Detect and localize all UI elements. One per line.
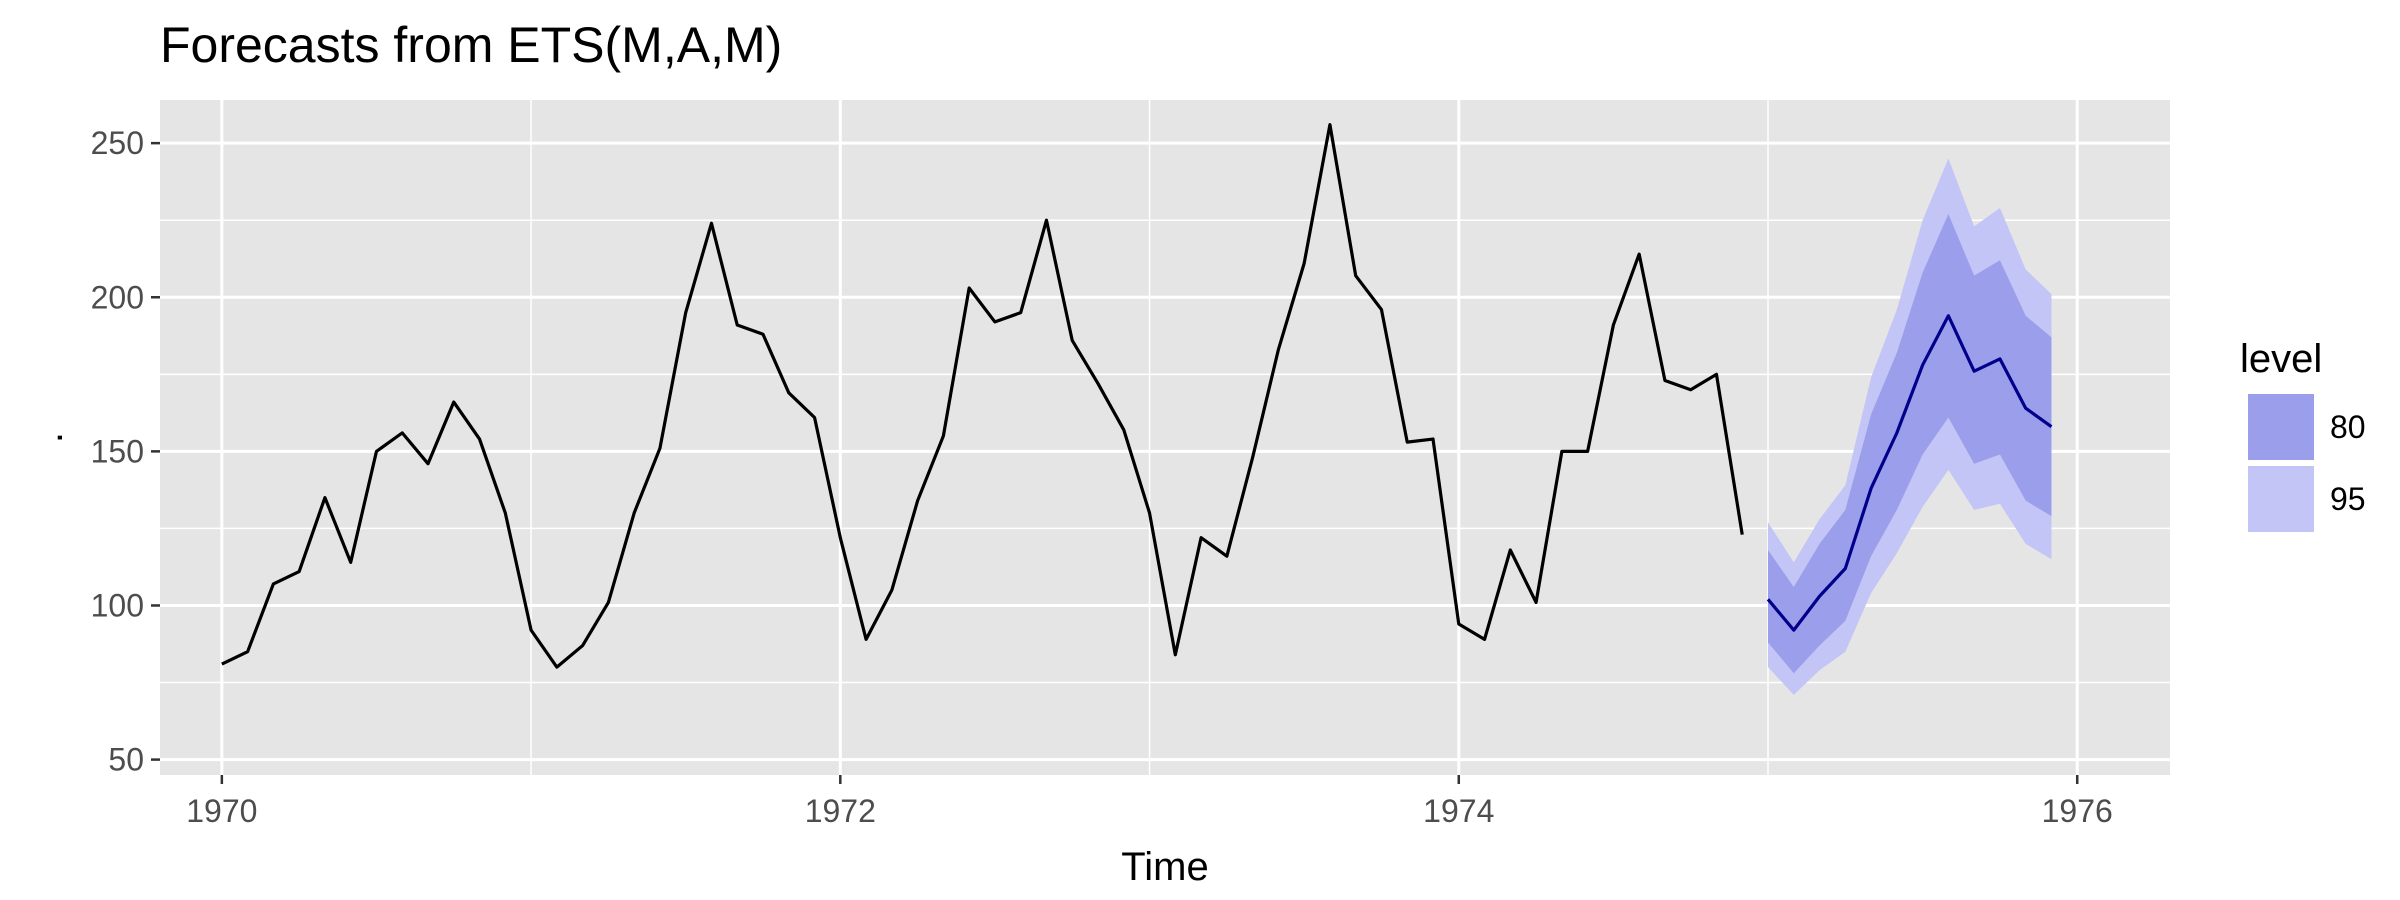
x-tick-label: 1972 <box>805 793 876 829</box>
history-series-line <box>221 123 1744 669</box>
chart-title: Forecasts from ETS(M,A,M) <box>160 17 782 73</box>
forecast-mean-line <box>1766 314 2053 632</box>
legend: 80 95 <box>2248 394 2366 532</box>
y-tick-label: 50 <box>108 742 144 778</box>
x-tick-label: 1974 <box>1423 793 1494 829</box>
line-layer <box>221 123 2053 669</box>
grid-layer <box>160 100 2170 775</box>
y-tick-label: 100 <box>91 587 144 623</box>
legend-key-80 <box>2248 394 2314 460</box>
y-tick-label: 250 <box>91 125 144 161</box>
plot-panel <box>160 100 2170 775</box>
x-tick-label: 1970 <box>186 793 257 829</box>
x-tick-label: 1976 <box>2042 793 2113 829</box>
y-tick-label: 150 <box>91 433 144 469</box>
x-axis-title: Time <box>1121 845 1208 889</box>
forecast-band-80 <box>1768 214 2052 674</box>
y-tick-label: 200 <box>91 279 144 315</box>
legend-label-80: 80 <box>2330 409 2366 445</box>
legend-label-95: 95 <box>2330 481 2366 517</box>
legend-title: level <box>2240 337 2322 381</box>
y-axis-title: . <box>27 432 71 443</box>
band-80-layer <box>1768 214 2052 674</box>
axis-layer: 50 100 150 200 250 1970 1972 1974 1976 <box>91 125 2113 829</box>
legend-key-95 <box>2248 466 2314 532</box>
